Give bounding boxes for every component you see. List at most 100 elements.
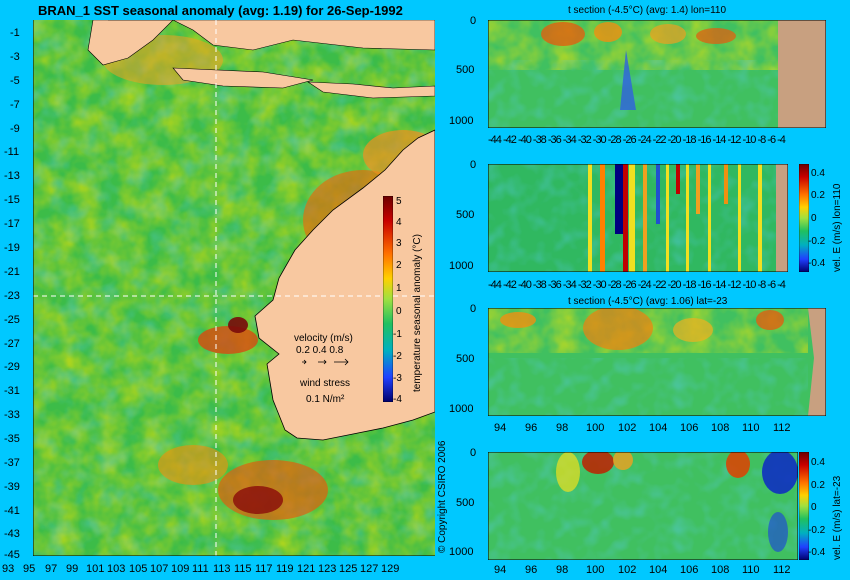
y-tick: -3 bbox=[10, 51, 20, 63]
y-tick: -33 bbox=[4, 409, 20, 421]
lat-tick: -8 bbox=[757, 134, 766, 146]
y-tick: -41 bbox=[4, 505, 20, 517]
cbar-tick: -2 bbox=[393, 351, 402, 362]
cbar-tick: 4 bbox=[396, 217, 402, 228]
lon-tick: 110 bbox=[742, 564, 760, 576]
depth-tick: 500 bbox=[456, 497, 475, 509]
lon-tick: 98 bbox=[556, 422, 569, 434]
land-borneo bbox=[108, 20, 435, 51]
x-tick: 113 bbox=[213, 563, 231, 575]
vel-tick: -0.4 bbox=[808, 258, 826, 269]
panel1-title: t section (-4.5°C) (avg: 1.4) lon=110 bbox=[568, 5, 727, 16]
cbar-tick: 3 bbox=[396, 238, 402, 249]
lat-tick: -30 bbox=[592, 279, 607, 291]
land-lesser-sunda bbox=[306, 81, 435, 99]
panel2-x-axis: -44 -42 -40 -38 -36 -34 -32 -30 -28 -26 … bbox=[488, 279, 786, 291]
vel-tick: 0.4 bbox=[811, 457, 825, 468]
cbar-tick: 5 bbox=[396, 196, 402, 207]
lon-tick: 110 bbox=[742, 422, 760, 434]
lat-tick: -44 bbox=[488, 134, 502, 146]
x-tick: 103 bbox=[107, 563, 126, 575]
x-tick: 121 bbox=[297, 563, 316, 575]
velocity-arrows bbox=[302, 358, 349, 366]
lat-tick: -36 bbox=[547, 134, 562, 146]
y-tick: -19 bbox=[4, 242, 20, 254]
lat-tick: -10 bbox=[742, 134, 756, 146]
x-tick: 129 bbox=[381, 563, 400, 575]
y-tick: -17 bbox=[4, 218, 20, 230]
cbar-tick: 1 bbox=[396, 283, 402, 294]
lat-tick: -12 bbox=[727, 134, 742, 146]
lat-tick: -4 bbox=[777, 279, 786, 291]
lat-tick: -20 bbox=[667, 279, 682, 291]
lat-tick: -20 bbox=[667, 134, 682, 146]
lon-tick: 96 bbox=[525, 564, 538, 576]
depth-tick: 1000 bbox=[449, 115, 474, 127]
warm-patch bbox=[228, 317, 248, 333]
lat-tick: -22 bbox=[652, 279, 667, 291]
vel-tick: 0 bbox=[811, 213, 817, 224]
depth-tick: 0 bbox=[470, 303, 477, 315]
lon-tick: 112 bbox=[773, 422, 791, 434]
lat-tick: -6 bbox=[767, 134, 776, 146]
velocity-legend-title: velocity (m/s) bbox=[294, 333, 353, 344]
x-tick: 99 bbox=[66, 563, 79, 575]
lat-tick: -16 bbox=[697, 134, 712, 146]
velocity-legend-scale: 0.2 0.4 0.8 bbox=[296, 345, 344, 356]
x-tick: 105 bbox=[129, 563, 148, 575]
vel-tick: 0 bbox=[811, 502, 817, 513]
map-title: BRAN_1 SST seasonal anomaly (avg: 1.19) … bbox=[38, 3, 403, 18]
depth-tick: 1000 bbox=[449, 403, 474, 415]
lon-tick: 106 bbox=[680, 564, 699, 576]
sst-colorbar bbox=[383, 196, 393, 402]
x-tick: 111 bbox=[192, 563, 209, 575]
x-tick: 93 bbox=[2, 563, 15, 575]
lat-tick: -34 bbox=[562, 134, 577, 146]
x-tick: 107 bbox=[150, 563, 169, 575]
depth-tick: 500 bbox=[456, 64, 475, 76]
lat-tick: -38 bbox=[532, 279, 547, 291]
y-tick: -37 bbox=[4, 457, 20, 469]
y-tick: -7 bbox=[10, 99, 20, 111]
x-tick: 101 bbox=[86, 563, 105, 575]
lat-tick: -32 bbox=[577, 279, 592, 291]
copyright: © Copyright CSIRO 2006 bbox=[437, 440, 448, 553]
panel2-heatmap bbox=[488, 164, 788, 272]
lat-tick: -36 bbox=[547, 279, 562, 291]
y-tick: -23 bbox=[4, 290, 20, 302]
y-tick: -21 bbox=[4, 266, 20, 278]
lat-tick: -6 bbox=[767, 279, 776, 291]
panel1-heatmap bbox=[488, 20, 826, 128]
panel1-land bbox=[778, 20, 826, 128]
y-tick: -9 bbox=[10, 123, 20, 135]
panel2-colorbar bbox=[799, 164, 809, 272]
lon-tick: 102 bbox=[618, 422, 637, 434]
y-tick: -11 bbox=[4, 146, 20, 158]
x-tick: 115 bbox=[234, 563, 252, 575]
y-tick: -25 bbox=[4, 314, 20, 326]
y-tick: -5 bbox=[10, 75, 20, 87]
depth-tick: 1000 bbox=[449, 546, 474, 558]
lat-tick: -32 bbox=[577, 134, 592, 146]
y-tick: -35 bbox=[4, 433, 20, 445]
lat-tick: -4 bbox=[777, 134, 786, 146]
lat-tick: -10 bbox=[742, 279, 756, 291]
vel-tick: -0.2 bbox=[808, 236, 826, 247]
land-sumatra bbox=[87, 20, 174, 66]
lon-tick: 100 bbox=[586, 564, 605, 576]
lon-tick: 96 bbox=[525, 422, 538, 434]
sst-colorbar-label: temperature seasonal anomaly (°C) bbox=[412, 234, 423, 392]
lat-tick: -14 bbox=[712, 279, 727, 291]
lat-tick: -40 bbox=[517, 134, 532, 146]
lon-tick: 112 bbox=[773, 564, 791, 576]
lat-tick: -24 bbox=[637, 134, 652, 146]
depth-tick: 500 bbox=[456, 209, 475, 221]
x-tick: 127 bbox=[360, 563, 379, 575]
vel-tick: 0.4 bbox=[811, 168, 825, 179]
warm-patch bbox=[158, 445, 228, 485]
x-tick: 109 bbox=[171, 563, 190, 575]
lat-tick: -8 bbox=[757, 279, 766, 291]
lat-tick: -22 bbox=[652, 134, 667, 146]
wind-legend-scale: 0.1 N/m² bbox=[306, 394, 345, 405]
warm-patch bbox=[233, 486, 283, 514]
